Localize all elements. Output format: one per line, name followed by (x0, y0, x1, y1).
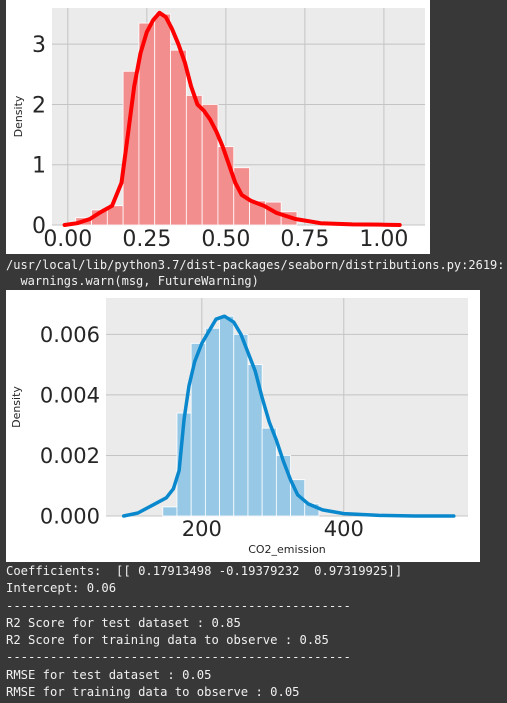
x-tick-label: 0.50 (201, 227, 250, 252)
x-tick-label: 200 (182, 517, 222, 541)
y-tick-label: 0.006 (40, 323, 100, 347)
y-tick-label: 0.000 (40, 505, 100, 529)
histogram-bar (170, 49, 187, 226)
histogram-bar (261, 427, 277, 517)
density-plot-1-svg: 0.00 0.25 0.50 0.75 1.00 0 1 2 3 Density (12, 8, 425, 252)
y-axis-label: Density (12, 95, 25, 137)
histogram-bar (185, 95, 203, 226)
y-tick-label: 0 (32, 214, 46, 239)
histogram-bar (204, 327, 220, 517)
density-plot-1: 0.00 0.25 0.50 0.75 1.00 0 1 2 3 Density (6, 0, 430, 254)
x-tick-label: 400 (324, 517, 364, 541)
rmse-test-line: RMSE for test dataset : 0.05 (6, 667, 212, 682)
x-tick-label: 0.00 (43, 227, 92, 252)
histogram-bar (154, 13, 171, 226)
y-tick-label: 3 (32, 33, 46, 58)
x-tick-label: 1.00 (359, 227, 408, 252)
kde-curve (62, 10, 402, 227)
density-plot-2-svg: 200 400 0.000 0.002 0.004 0.006 Density CO2_emi… (10, 298, 468, 556)
r2-train-line: R2 Score for training data to observe : … (6, 633, 329, 648)
r2-test-line: R2 Score for test dataset : 0.85 (6, 615, 241, 630)
density-plot-2: 200 400 0.000 0.002 0.004 0.006 Density CO2_emi… (6, 290, 480, 562)
x-tick-label: 0.75 (280, 227, 329, 252)
separator-line: ----------------------------------------… (6, 650, 351, 665)
coefficients-line: Coefficients: [[ 0.17913498 -0.19379232 … (6, 564, 403, 578)
histogram-bar (233, 333, 249, 517)
y-tick-label: 0.002 (40, 444, 100, 468)
rmse-train-line: RMSE for training data to observe : 0.05 (6, 685, 300, 700)
warning-message-line: warnings.warn(msg, FutureWarning) (6, 274, 259, 288)
y-tick-label: 1 (32, 154, 46, 179)
kde-curve (121, 314, 456, 518)
x-tick-label: 0.25 (122, 227, 171, 252)
y-tick-label: 0.004 (40, 383, 100, 407)
separator-line: ----------------------------------------… (6, 598, 351, 613)
y-tick-label: 2 (32, 93, 46, 118)
intercept-line: Intercept: 0.06 (6, 581, 117, 596)
warning-path-line: /usr/local/lib/python3.7/dist-packages/s… (6, 258, 505, 272)
histogram-bar (162, 506, 178, 517)
histogram-bar (219, 315, 235, 517)
x-axis-label: CO2_emission (248, 543, 326, 556)
model-output: Coefficients: [[ 0.17913498 -0.19379232 … (6, 563, 506, 701)
y-axis-label: Density (10, 386, 23, 428)
